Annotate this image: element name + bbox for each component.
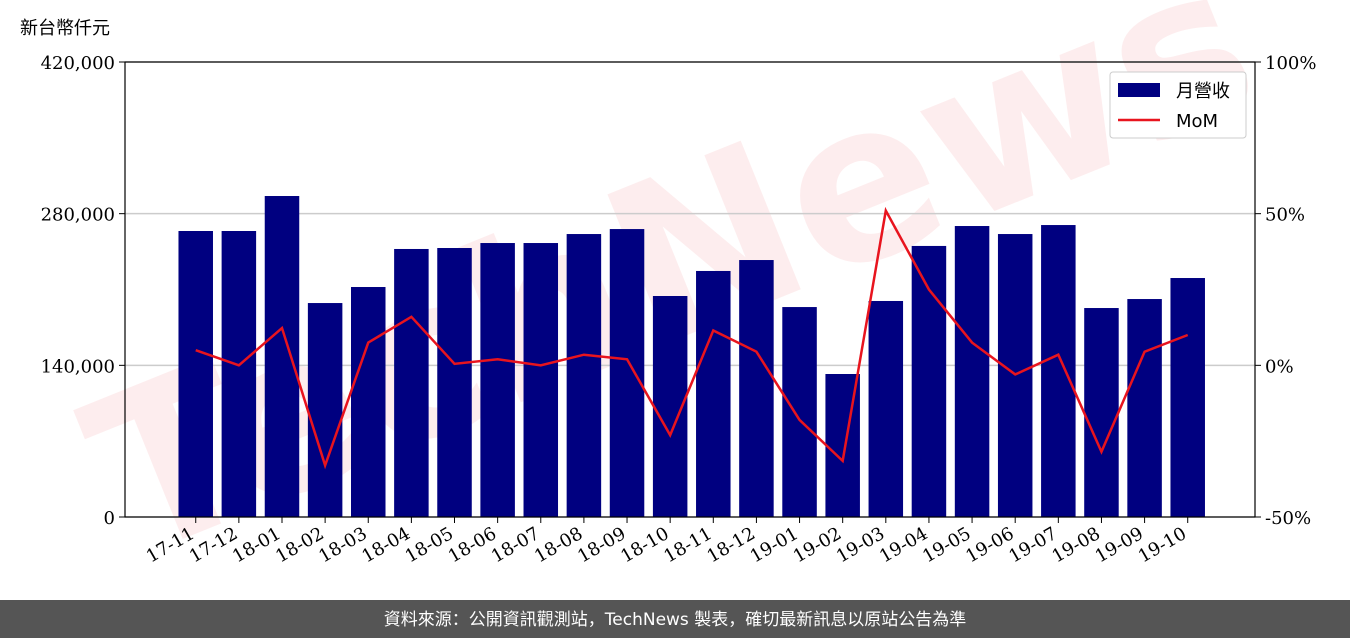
line	[195, 206, 1189, 470]
x-tick-label: 19-07	[1005, 523, 1060, 567]
bar	[1084, 308, 1119, 517]
x-tick-label: 19-01	[747, 523, 802, 567]
y-tick-label: 140,000	[41, 356, 115, 377]
y-axis-label: 新台幣仟元	[20, 18, 110, 39]
x-tick-label: 19-09	[1092, 523, 1147, 567]
y2-tick-label: 100%	[1265, 53, 1316, 74]
x-tick-label: 18-12	[703, 523, 758, 567]
x-tick-label: 18-05	[402, 523, 457, 567]
y-tick-label: 420,000	[41, 53, 115, 74]
bar	[221, 231, 257, 517]
x-tick-label: 18-07	[488, 523, 543, 567]
bar	[1041, 225, 1076, 517]
y-tick-label: 280,000	[41, 205, 115, 226]
bar	[782, 307, 817, 517]
x-tick-label: 19-02	[790, 523, 845, 567]
x-tick-label: 18-08	[531, 523, 586, 567]
x-tick-label: 19-03	[833, 523, 888, 567]
bar	[178, 231, 213, 517]
x-tick-label: 18-10	[617, 523, 672, 567]
bar	[696, 270, 731, 517]
legend-label: MoM	[1176, 111, 1218, 132]
y2-tick-label: -50%	[1265, 508, 1311, 529]
bar	[868, 300, 904, 517]
bar	[566, 234, 602, 518]
y2-tick-label: 50%	[1265, 205, 1305, 226]
bar	[954, 226, 990, 517]
x-tick-label: 18-04	[358, 523, 413, 567]
bar	[394, 248, 429, 517]
x-tick-label: 19-06	[962, 523, 1017, 567]
y2-tick-label: 0%	[1265, 356, 1294, 377]
bar	[1170, 278, 1205, 517]
bar	[911, 245, 947, 517]
bar	[523, 243, 559, 517]
bar	[264, 196, 300, 517]
legend-label: 月營收	[1176, 81, 1230, 102]
x-tick-label: 19-04	[876, 523, 931, 567]
bar	[437, 248, 472, 517]
bar	[1127, 299, 1162, 517]
x-tick-label: 19-10	[1135, 523, 1190, 567]
bar	[351, 287, 386, 517]
x-tick-label: 18-09	[574, 523, 629, 567]
bar	[307, 303, 343, 517]
plot-frame	[124, 61, 1256, 518]
x-tick-label: 19-05	[919, 523, 974, 567]
x-tick-label: 18-06	[445, 523, 500, 567]
footer-bar	[0, 600, 1350, 638]
bar	[609, 229, 645, 518]
x-tick-label: 18-11	[660, 523, 715, 567]
footer: 資料來源：公開資訊觀測站，TechNews 製表，確切最新訊息以原站公告為準	[384, 610, 966, 630]
bar	[480, 243, 515, 517]
bar	[739, 260, 774, 517]
x-tick-label: 19-08	[1049, 523, 1104, 567]
y-tick-label: 0	[104, 508, 115, 529]
legend-swatch	[1118, 83, 1160, 97]
